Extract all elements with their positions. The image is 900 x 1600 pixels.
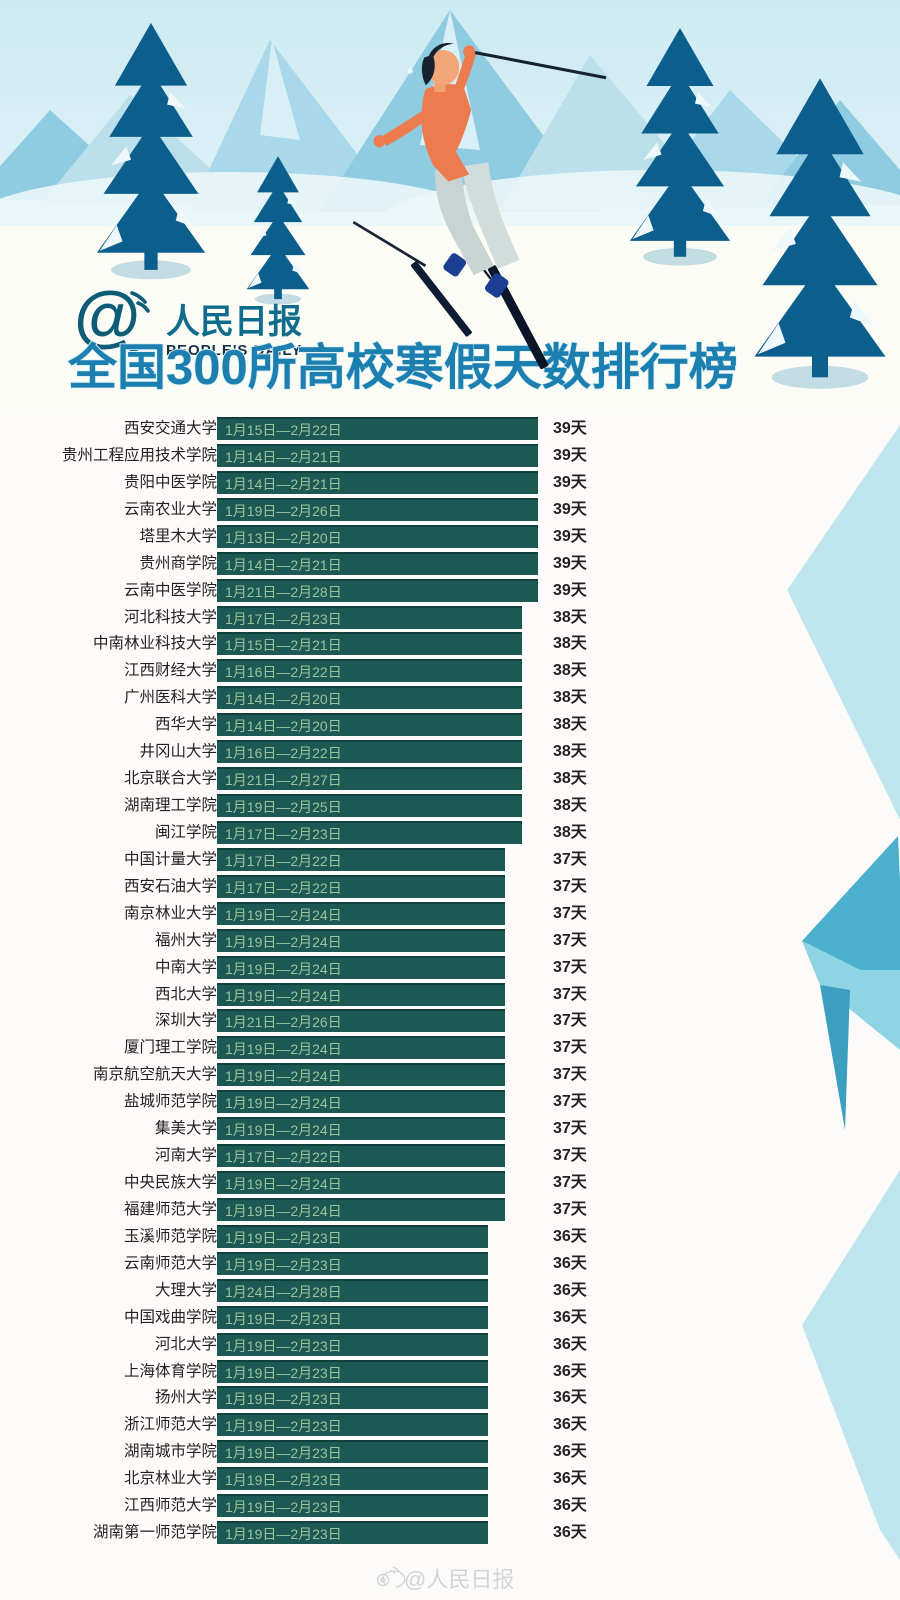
- svg-text:全国300所高校寒假天数排行榜: 全国300所高校寒假天数排行榜: [67, 340, 738, 395]
- svg-text:@人民日报: @人民日报: [404, 1567, 514, 1592]
- svg-text:人民日报: 人民日报: [166, 303, 302, 341]
